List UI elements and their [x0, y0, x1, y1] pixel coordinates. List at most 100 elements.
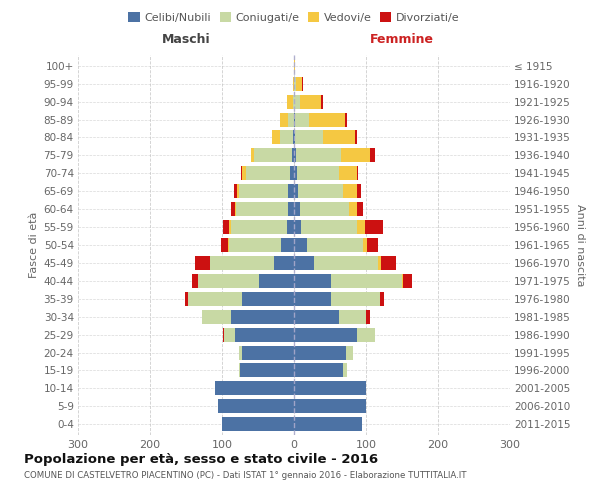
Bar: [294, 310, 338, 324]
Bar: [331, 274, 402, 288]
Bar: [365, 220, 383, 234]
Bar: [246, 166, 290, 180]
Bar: [300, 202, 349, 216]
Bar: [239, 184, 288, 198]
Bar: [294, 202, 300, 216]
Bar: [288, 202, 294, 216]
Bar: [185, 292, 188, 306]
Bar: [309, 112, 345, 126]
Bar: [294, 184, 298, 198]
Bar: [293, 94, 294, 108]
Text: Popolazione per età, sesso e stato civile - 2016: Popolazione per età, sesso e stato civil…: [24, 452, 378, 466]
Bar: [241, 166, 242, 180]
Bar: [341, 148, 370, 162]
Bar: [215, 382, 294, 396]
Bar: [288, 112, 294, 126]
Bar: [280, 112, 288, 126]
Bar: [294, 166, 297, 180]
Bar: [235, 202, 236, 216]
Bar: [242, 166, 246, 180]
Bar: [254, 148, 292, 162]
Bar: [235, 328, 294, 342]
Bar: [297, 166, 338, 180]
Y-axis label: Anni di nascita: Anni di nascita: [575, 204, 585, 286]
Bar: [294, 382, 366, 396]
Bar: [294, 328, 358, 342]
Bar: [295, 112, 309, 126]
Bar: [294, 148, 296, 162]
Bar: [296, 76, 302, 90]
Bar: [239, 364, 240, 378]
Bar: [280, 130, 293, 144]
Bar: [198, 274, 259, 288]
Bar: [300, 94, 322, 108]
Bar: [236, 202, 288, 216]
Bar: [294, 364, 343, 378]
Bar: [229, 238, 281, 252]
Bar: [229, 220, 230, 234]
Bar: [294, 220, 301, 234]
Bar: [197, 274, 198, 288]
Bar: [272, 130, 280, 144]
Bar: [294, 238, 307, 252]
Bar: [358, 202, 363, 216]
Bar: [338, 166, 356, 180]
Bar: [281, 238, 294, 252]
Bar: [323, 130, 355, 144]
Bar: [346, 346, 353, 360]
Bar: [192, 274, 197, 288]
Bar: [301, 220, 358, 234]
Bar: [290, 166, 294, 180]
Bar: [239, 346, 242, 360]
Bar: [307, 238, 363, 252]
Bar: [343, 364, 347, 378]
Bar: [345, 112, 347, 126]
Bar: [363, 238, 367, 252]
Bar: [355, 130, 356, 144]
Bar: [349, 202, 358, 216]
Bar: [242, 292, 294, 306]
Bar: [240, 364, 294, 378]
Bar: [366, 310, 370, 324]
Bar: [223, 328, 224, 342]
Bar: [294, 346, 346, 360]
Text: COMUNE DI CASTELVETRO PIACENTINO (PC) - Dati ISTAT 1° gennaio 2016 - Elaborazion: COMUNE DI CASTELVETRO PIACENTINO (PC) - …: [24, 471, 467, 480]
Bar: [293, 130, 294, 144]
Bar: [295, 130, 323, 144]
Text: Maschi: Maschi: [161, 33, 211, 46]
Bar: [292, 148, 294, 162]
Bar: [221, 238, 229, 252]
Bar: [367, 238, 377, 252]
Bar: [210, 256, 211, 270]
Bar: [223, 220, 229, 234]
Bar: [224, 328, 235, 342]
Bar: [294, 76, 296, 90]
Bar: [259, 274, 294, 288]
Bar: [188, 292, 242, 306]
Bar: [356, 166, 358, 180]
Legend: Celibi/Nubili, Coniugati/e, Vedovi/e, Divorziati/e: Celibi/Nubili, Coniugati/e, Vedovi/e, Di…: [124, 8, 464, 28]
Bar: [358, 220, 365, 234]
Bar: [242, 346, 294, 360]
Bar: [294, 59, 295, 72]
Bar: [358, 184, 361, 198]
Bar: [218, 400, 294, 413]
Bar: [314, 256, 377, 270]
Bar: [294, 94, 300, 108]
Bar: [302, 76, 304, 90]
Bar: [288, 184, 294, 198]
Bar: [377, 256, 381, 270]
Bar: [380, 292, 384, 306]
Bar: [358, 328, 376, 342]
Bar: [232, 202, 235, 216]
Bar: [294, 400, 366, 413]
Bar: [294, 418, 362, 431]
Bar: [402, 274, 403, 288]
Bar: [287, 94, 293, 108]
Bar: [381, 256, 395, 270]
Bar: [338, 310, 366, 324]
Bar: [331, 292, 380, 306]
Bar: [237, 184, 239, 198]
Bar: [230, 310, 294, 324]
Bar: [296, 148, 341, 162]
